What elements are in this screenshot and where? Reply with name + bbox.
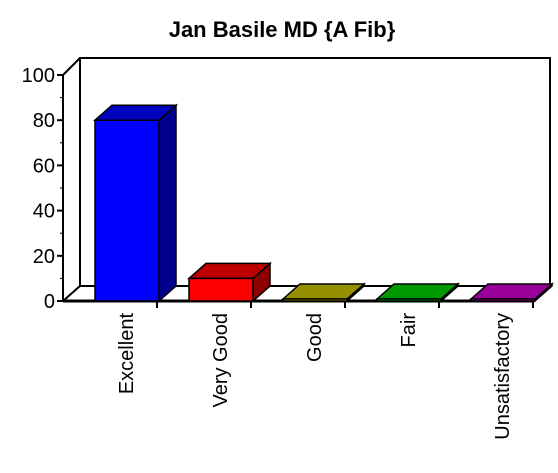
chart-title: Jan Basile MD {A Fib} [169, 17, 396, 42]
bar-front [188, 277, 254, 302]
x-tick-label: Excellent [116, 313, 138, 395]
bar-front [470, 298, 536, 302]
y-axis: 0 20 40 60 80 100 [22, 65, 63, 313]
y-tick-label: 20 [33, 246, 55, 268]
x-tick-label: Fair [398, 313, 420, 348]
bars [93, 103, 554, 303]
bar-front [94, 119, 160, 302]
bar-very-good [187, 261, 272, 303]
x-tick-label: Unsatisfactory [492, 313, 514, 440]
bar-front [282, 298, 348, 302]
y-tick-label: 100 [22, 65, 55, 87]
bar-unsatisfactory [469, 282, 554, 303]
y-tick-label: 60 [33, 155, 55, 177]
y-tick-label: 0 [44, 291, 55, 313]
bar-good [281, 282, 366, 303]
x-tick-label: Good [304, 313, 326, 362]
y-tick-label: 80 [33, 110, 55, 132]
bar-fair [375, 282, 460, 303]
bar-front [376, 298, 442, 302]
bar-side [158, 103, 177, 303]
y-axis-depth-line [62, 57, 81, 76]
bar-excellent [93, 103, 178, 303]
y-tick-label: 40 [33, 201, 55, 223]
x-axis: Excellent Very Good Good Fair Unsatisfactory [116, 301, 534, 440]
x-tick-label: Very Good [210, 313, 232, 408]
